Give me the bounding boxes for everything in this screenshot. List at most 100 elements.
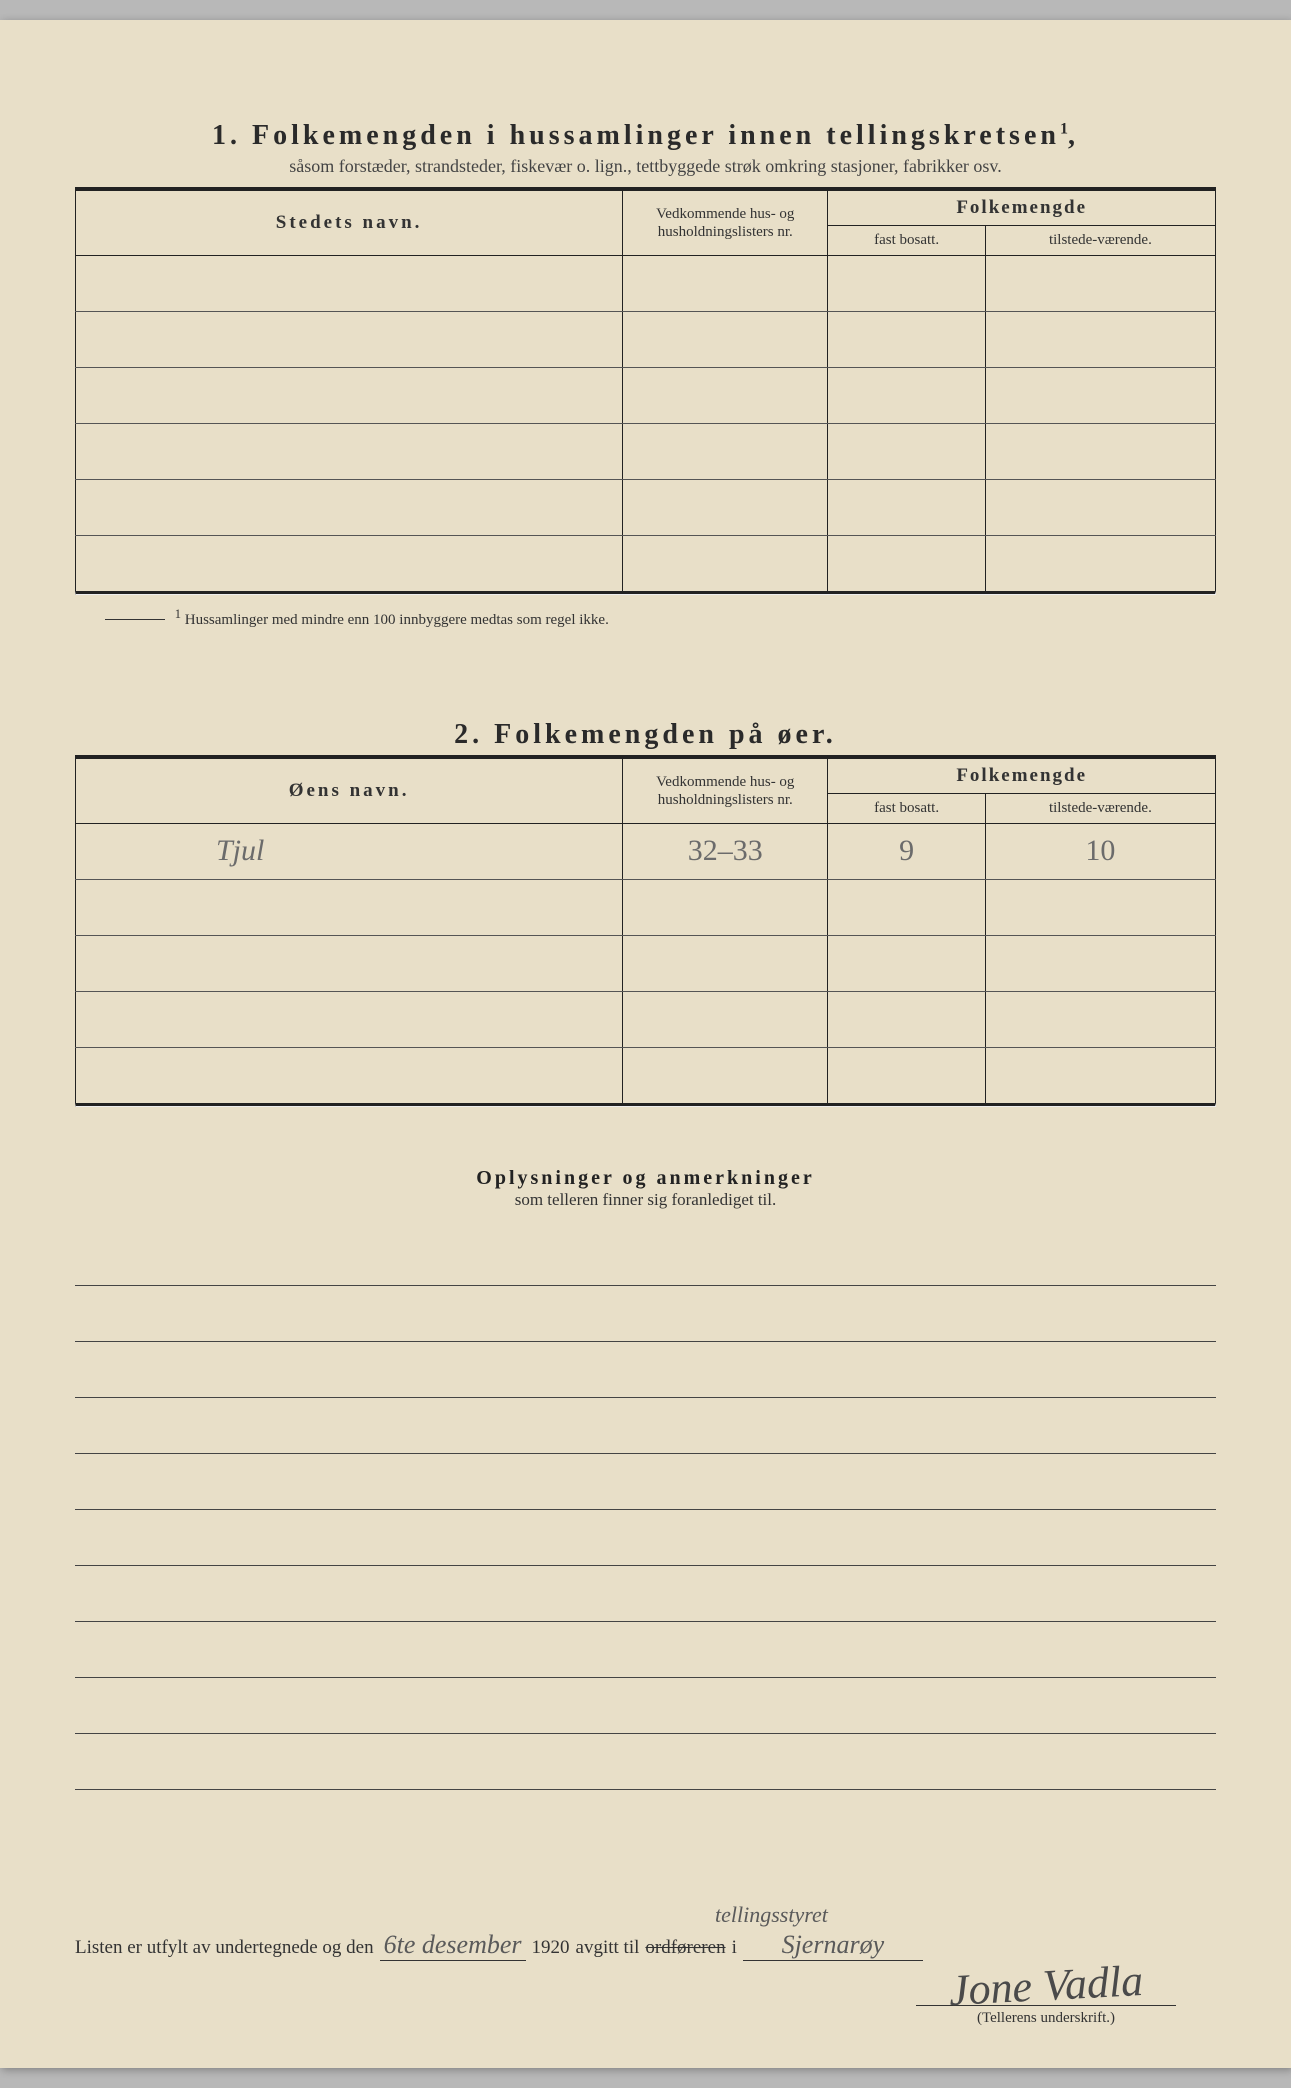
col-header-fast: fast bosatt. [828, 794, 985, 824]
table-cell [76, 991, 623, 1047]
table-cell [623, 535, 828, 591]
section1-title-text: Folkemengden i hussamlinger innen tellin… [252, 120, 1060, 151]
table-cell [985, 311, 1215, 367]
table-cell [76, 879, 623, 935]
footnote-text: Hussamlinger med mindre enn 100 innbygge… [185, 612, 609, 628]
section1-tbody [76, 255, 1216, 591]
table-cell [828, 423, 985, 479]
footer-year: 1920 [532, 1937, 570, 1959]
footer-place: Sjernarøy [743, 1930, 923, 1961]
section1-number: 1. [212, 120, 241, 151]
table-cell [985, 535, 1215, 591]
signature-area: Jone Vadla (Tellerens underskrift.) [916, 1960, 1176, 2028]
ruled-line [75, 1230, 1216, 1286]
ruled-line [75, 1734, 1216, 1790]
table-cell [985, 479, 1215, 535]
col-header-name: Øens navn. [76, 759, 623, 824]
table-row [76, 367, 1216, 423]
table-cell [828, 935, 985, 991]
table-cell [76, 255, 623, 311]
section1-sup: 1 [1060, 121, 1068, 138]
col-header-folk: Folkemengde [828, 759, 1216, 794]
table-cell: 10 [985, 823, 1215, 879]
table-cell [76, 423, 623, 479]
table-cell [985, 423, 1215, 479]
document-page: 1. Folkemengden i hussamlinger innen tel… [0, 20, 1291, 2068]
footer-mid: avgitt til [576, 1937, 640, 1959]
divider [75, 1103, 1216, 1107]
footer-in: i [732, 1937, 737, 1959]
table-cell [623, 991, 828, 1047]
table-cell [828, 255, 985, 311]
footnote-rule [105, 619, 165, 620]
table-row: Tjul32–33910 [76, 823, 1216, 879]
table-row [76, 535, 1216, 591]
table-row [76, 991, 1216, 1047]
table-row [76, 311, 1216, 367]
table-cell [76, 1047, 623, 1103]
section1-footnote: 1 Hussamlinger med mindre enn 100 innbyg… [105, 607, 1216, 629]
ruled-line [75, 1622, 1216, 1678]
table-cell: Tjul [76, 823, 623, 879]
footer-prefix: Listen er utfylt av undertegnede og den [75, 1937, 374, 1959]
table-row [76, 879, 1216, 935]
table-row [76, 935, 1216, 991]
table-cell [623, 879, 828, 935]
col-header-tilstede: tilstede-værende. [985, 226, 1215, 256]
footer-line: Listen er utfylt av undertegnede og den … [75, 1930, 1216, 1961]
footnote-mark: 1 [175, 607, 181, 621]
table-cell: 9 [828, 823, 985, 879]
table-cell [985, 991, 1215, 1047]
footer-date: 6te desember [380, 1930, 526, 1961]
table-cell [828, 311, 985, 367]
table-cell: 32–33 [623, 823, 828, 879]
ruled-line [75, 1342, 1216, 1398]
col-header-name: Stedets navn. [76, 191, 623, 256]
table-cell [623, 255, 828, 311]
ruled-line [75, 1454, 1216, 1510]
table-cell [985, 879, 1215, 935]
section2-number: 2. [454, 719, 483, 750]
section2-table: Øens navn. Vedkommende hus- og husholdni… [75, 758, 1216, 1103]
col-header-fast: fast bosatt. [828, 226, 985, 256]
table-row [76, 255, 1216, 311]
ruled-line [75, 1398, 1216, 1454]
footer-above: tellingsstyret [715, 1902, 828, 1928]
col-header-folk: Folkemengde [828, 191, 1216, 226]
table-cell [985, 367, 1215, 423]
section-2: 2. Folkemengden på øer. Øens navn. Vedko… [75, 719, 1216, 1107]
table-cell [828, 535, 985, 591]
col-header-lister: Vedkommende hus- og husholdningslisters … [623, 191, 828, 256]
ruled-lines [75, 1230, 1216, 1790]
section1-title: 1. Folkemengden i hussamlinger innen tel… [75, 120, 1216, 152]
table-row [76, 1047, 1216, 1103]
table-cell [76, 311, 623, 367]
table-cell [623, 311, 828, 367]
table-cell [828, 479, 985, 535]
table-cell [985, 935, 1215, 991]
footer-struck: ordføreren [645, 1937, 725, 1959]
ruled-line [75, 1678, 1216, 1734]
table-cell [828, 367, 985, 423]
footer: tellingsstyret Listen er utfylt av under… [75, 1930, 1216, 1961]
table-cell [623, 423, 828, 479]
table-cell [828, 991, 985, 1047]
table-cell [828, 879, 985, 935]
section2-title: 2. Folkemengden på øer. [75, 719, 1216, 751]
table-cell [76, 935, 623, 991]
ruled-line [75, 1286, 1216, 1342]
comma: , [1068, 120, 1079, 151]
table-cell [985, 1047, 1215, 1103]
oplysninger-title: Oplysninger og anmerkninger [75, 1167, 1216, 1190]
col-header-tilstede: tilstede-værende. [985, 794, 1215, 824]
table-cell [76, 479, 623, 535]
table-row [76, 479, 1216, 535]
section1-subtitle: såsom forstæder, strandsteder, fiskevær … [75, 156, 1216, 177]
table-cell [623, 1047, 828, 1103]
table-cell [985, 255, 1215, 311]
section1-table: Stedets navn. Vedkommende hus- og hushol… [75, 190, 1216, 591]
table-cell [623, 935, 828, 991]
table-cell [76, 367, 623, 423]
table-cell [623, 367, 828, 423]
table-cell [623, 479, 828, 535]
